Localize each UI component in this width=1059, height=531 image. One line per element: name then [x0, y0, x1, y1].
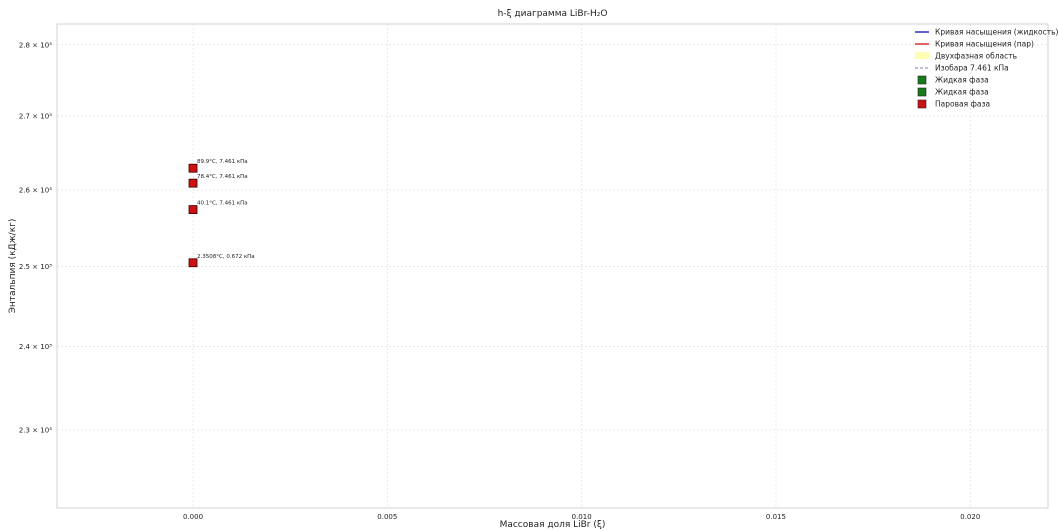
legend-label: Жидкая фаза	[935, 88, 989, 97]
legend-swatch-square	[917, 87, 927, 97]
x-tick-label: 0.015	[766, 513, 786, 521]
y-tick-label: 2.3 × 10³	[19, 426, 52, 434]
legend-swatch-square	[917, 99, 927, 109]
y-tick-label: 2.6 × 10³	[19, 186, 52, 194]
data-point-label: 2.3508°C, 0.672 кПа	[197, 254, 255, 260]
legend-label: Кривая насыщения (жидкость)	[935, 28, 1059, 37]
legend-label: Жидкая фаза	[935, 76, 989, 85]
legend-swatch-square	[917, 75, 927, 85]
plot-frame	[56, 23, 1049, 509]
x-tick-label: 0.005	[377, 513, 397, 521]
x-tick-label: 0.000	[183, 513, 203, 521]
legend-swatch-patch	[915, 52, 929, 59]
y-tick-label: 2.4 × 10³	[19, 343, 52, 351]
legend-label: Кривая насыщения (пар)	[935, 40, 1034, 49]
data-point-marker	[188, 163, 198, 173]
data-point-label: 89.9°C, 7.461 кПа	[197, 159, 248, 165]
data-point-label: 40.1°C, 7.461 кПа	[197, 201, 248, 207]
legend-label: Изобара 7.461 кПа	[935, 64, 1009, 73]
x-axis-ticks: 0.000 0.005 0.010 0.015 0.020	[183, 513, 980, 521]
chart-title: h-ξ диаграмма LiBr-H₂O	[498, 9, 608, 19]
y-axis-label: Энтальпия (кДж/кг)	[8, 219, 18, 314]
y-tick-label: 2.7 × 10³	[19, 113, 52, 121]
grid-lines	[57, 24, 1048, 508]
x-tick-label: 0.010	[572, 513, 592, 521]
data-point-marker	[188, 258, 198, 268]
x-tick-label: 0.020	[960, 513, 980, 521]
data-point-marker	[188, 205, 198, 214]
y-tick-label: 2.5 × 10³	[19, 263, 52, 271]
legend-label: Паровая фаза	[935, 100, 990, 109]
y-axis-ticks: 2.3 × 10³ 2.4 × 10³ 2.5 × 10³ 2.6 × 10³ 2.7 …	[19, 41, 52, 434]
x-axis-label: Массовая доля LiBr (ξ)	[500, 520, 606, 530]
y-tick-label: 2.8 × 10³	[19, 41, 52, 49]
data-point-marker	[188, 178, 198, 188]
data-point-label: 78.4°C, 7.461 кПа	[197, 174, 248, 180]
data-points: 89.9°C, 7.461 кПа 78.4°C, 7.461 кПа 40.1°C…	[188, 159, 255, 268]
legend: Кривая насыщения (жидкость) Кривая насыще…	[915, 28, 1059, 109]
legend-label: Двухфазная область	[935, 52, 1017, 61]
